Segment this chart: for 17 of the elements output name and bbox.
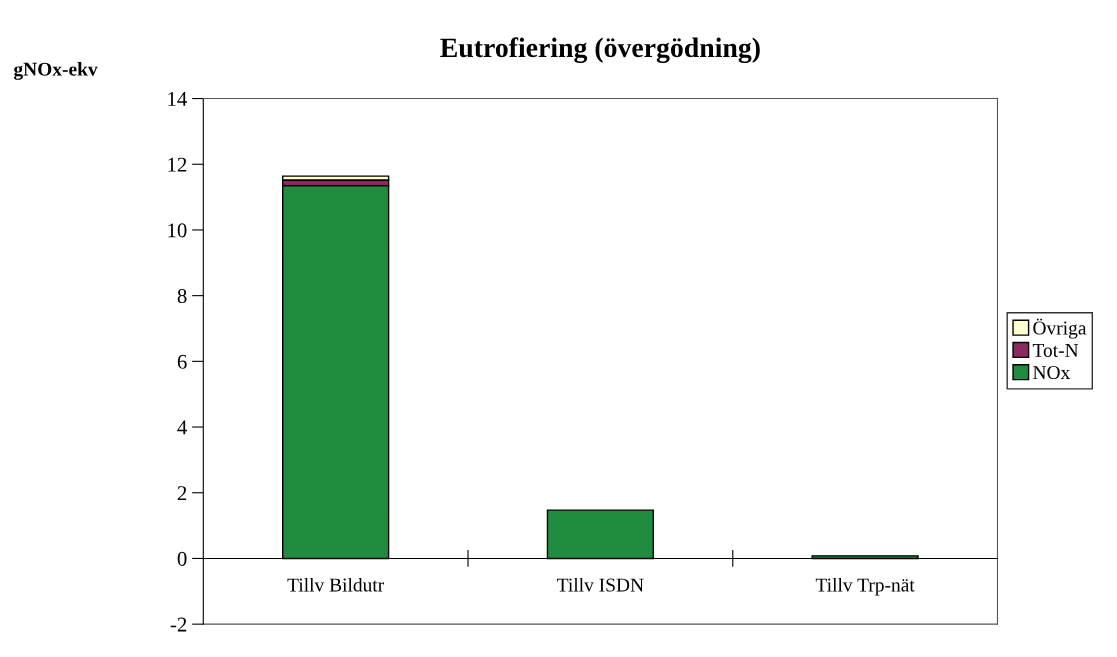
y-axis-title: gNOx-ekv [13,62,98,80]
legend-label: Övriga [1033,318,1087,339]
y-tick-label: -2 [170,617,187,632]
legend-label: Tot-N [1032,343,1079,357]
y-tick-label: 0 [177,551,187,566]
legend-label: NOx [1033,366,1071,380]
y-tick-label: 12 [168,157,187,172]
y-tick-label: 14 [168,92,187,106]
y-tick-label: 4 [177,420,187,435]
x-tick-label: Tillv Bildutr [287,577,385,592]
y-tick-label: 10 [168,223,187,238]
y-tick-label: 2 [177,486,187,500]
y-tick-label: 6 [177,354,187,369]
y-tick-label: 8 [177,289,187,304]
x-tick-label: Tillv Trp-nät [815,577,915,596]
chart-title: Eutrofiering (övergödning) [440,37,760,64]
x-tick-label: Tillv ISDN [557,577,644,592]
